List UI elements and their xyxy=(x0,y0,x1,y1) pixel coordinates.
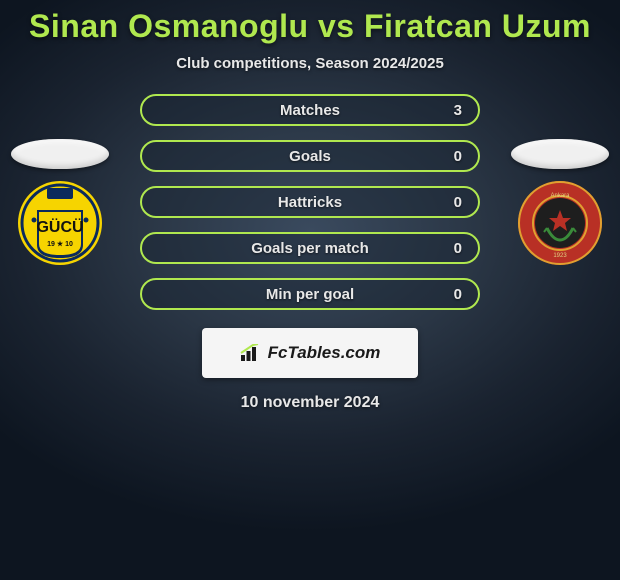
stat-row-goals: Goals 0 xyxy=(140,140,480,172)
stat-label: Goals per match xyxy=(251,240,369,257)
stat-value: 0 xyxy=(454,286,462,303)
stat-row-min-per-goal: Min per goal 0 xyxy=(140,278,480,310)
player-plate-right xyxy=(511,139,609,169)
svg-text:GÜCÜ: GÜCÜ xyxy=(36,217,83,236)
comparison-card: Sinan Osmanoglu vs Firatcan Uzum Club co… xyxy=(0,0,620,580)
stat-value: 0 xyxy=(454,148,462,165)
stat-label: Goals xyxy=(289,148,331,165)
stat-label: Hattricks xyxy=(278,194,342,211)
bar-chart-icon xyxy=(240,344,262,362)
stat-value: 0 xyxy=(454,194,462,211)
ankaragucu-logo-icon: GÜCÜ 19 ★ 10 xyxy=(17,180,103,266)
svg-text:1923: 1923 xyxy=(553,253,567,259)
player-plate-left xyxy=(11,139,109,169)
brand-label: FcTables.com xyxy=(240,343,381,363)
stat-row-goals-per-match: Goals per match 0 xyxy=(140,232,480,264)
subtitle: Club competitions, Season 2024/2025 xyxy=(0,55,620,72)
right-column: Ankara 1923 xyxy=(510,139,610,266)
club-badge-right: Ankara 1923 xyxy=(511,181,609,266)
stat-value: 3 xyxy=(454,102,462,119)
svg-text:Ankara: Ankara xyxy=(550,193,570,199)
genclerbirligi-logo-icon: Ankara 1923 xyxy=(517,180,603,266)
stats-list: Matches 3 Goals 0 Hattricks 0 Goals per … xyxy=(140,94,480,310)
brand-box[interactable]: FcTables.com xyxy=(202,328,418,378)
page-title: Sinan Osmanoglu vs Firatcan Uzum xyxy=(0,0,620,45)
svg-text:19 ★ 10: 19 ★ 10 xyxy=(47,240,73,248)
date-text: 10 november 2024 xyxy=(0,394,620,412)
stat-row-hattricks: Hattricks 0 xyxy=(140,186,480,218)
brand-text: FcTables.com xyxy=(268,343,381,363)
stat-row-matches: Matches 3 xyxy=(140,94,480,126)
club-badge-left: GÜCÜ 19 ★ 10 xyxy=(11,181,109,266)
stat-value: 0 xyxy=(454,240,462,257)
stat-label: Min per goal xyxy=(266,286,354,303)
left-column: GÜCÜ 19 ★ 10 xyxy=(10,139,110,266)
content-row: GÜCÜ 19 ★ 10 Matches 3 Goals 0 Hattricks… xyxy=(0,94,620,310)
stat-label: Matches xyxy=(280,102,340,119)
